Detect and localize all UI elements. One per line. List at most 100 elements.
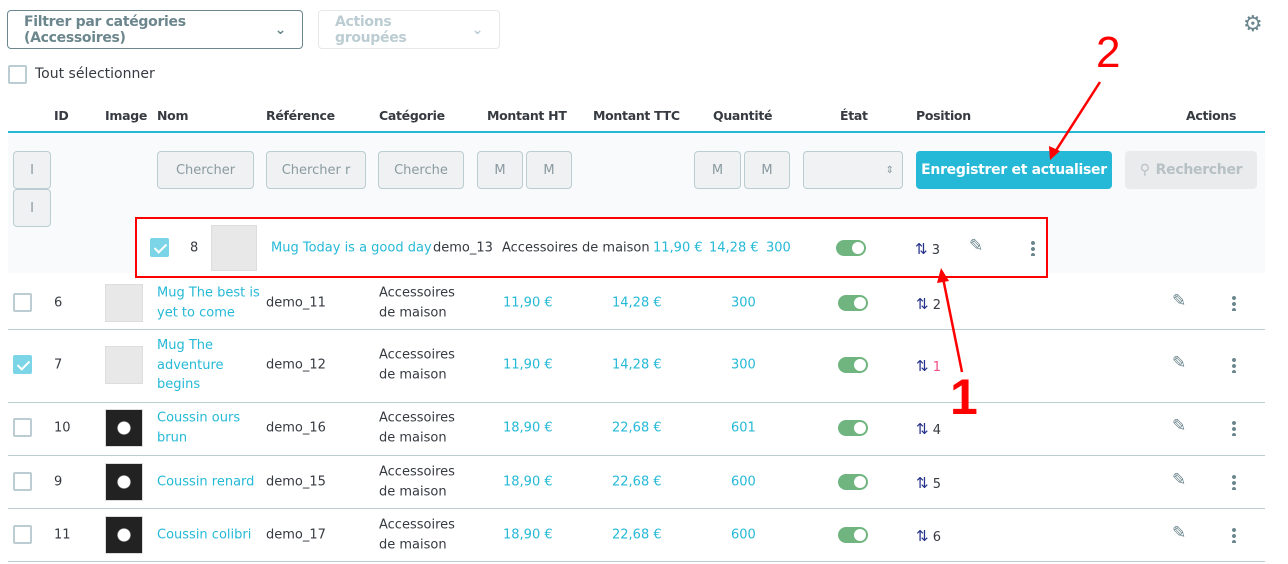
product-id: 10 bbox=[54, 420, 71, 436]
product-category: Accessoires de maison bbox=[379, 410, 455, 446]
more-actions-icon[interactable] bbox=[1232, 295, 1236, 311]
edit-icon[interactable]: ✎ bbox=[1172, 523, 1187, 543]
price-ttc: 22,68 € bbox=[612, 527, 662, 543]
edit-icon[interactable]: ✎ bbox=[1172, 470, 1187, 490]
quantity: 601 bbox=[731, 420, 756, 436]
more-actions-icon[interactable] bbox=[1031, 240, 1035, 256]
reference-filter[interactable]: Chercher r bbox=[266, 151, 366, 189]
product-name-link[interactable]: Coussin colibri bbox=[157, 527, 252, 543]
column-header[interactable]: ID bbox=[54, 108, 69, 123]
row-checkbox[interactable] bbox=[13, 355, 32, 374]
price-min-filter[interactable]: M bbox=[477, 151, 523, 189]
table-row bbox=[8, 277, 1265, 330]
arrow-2-head bbox=[1049, 146, 1060, 160]
row-checkbox[interactable] bbox=[13, 472, 32, 491]
status-toggle[interactable] bbox=[838, 295, 868, 311]
product-thumbnail bbox=[105, 463, 143, 501]
product-id: 11 bbox=[54, 527, 71, 543]
column-header[interactable]: Catégorie bbox=[379, 108, 445, 123]
status-toggle[interactable] bbox=[838, 420, 868, 436]
price-max-filter[interactable]: M bbox=[526, 151, 572, 189]
header-divider bbox=[8, 131, 1265, 133]
product-category: Accessoires de maison bbox=[379, 464, 455, 500]
more-actions-icon[interactable] bbox=[1232, 420, 1236, 436]
column-header[interactable]: Image bbox=[105, 108, 148, 123]
status-toggle[interactable] bbox=[838, 357, 868, 373]
product-name-link[interactable]: Mug The adventure begins bbox=[157, 337, 224, 392]
position-value: 5 bbox=[932, 476, 941, 492]
status-toggle[interactable] bbox=[838, 527, 868, 543]
position-drag-handle[interactable]: ⇅ 6 bbox=[916, 527, 941, 548]
id-max-filter[interactable]: I bbox=[13, 189, 51, 227]
qty-min-filter[interactable]: M bbox=[694, 151, 741, 189]
quantity: 600 bbox=[731, 527, 756, 543]
status-toggle[interactable] bbox=[838, 474, 868, 490]
search-button[interactable]: ⚲ Rechercher bbox=[1125, 151, 1257, 189]
table-row bbox=[8, 330, 1265, 403]
bulk-actions-label: Actions groupées bbox=[335, 13, 407, 46]
category-filter[interactable]: Cherche bbox=[378, 151, 464, 189]
column-header[interactable]: Nom bbox=[157, 108, 189, 123]
product-name-link[interactable]: Coussin renard bbox=[157, 474, 255, 490]
status-filter-select[interactable]: ⇕ bbox=[803, 151, 903, 189]
product-name-link[interactable]: Mug The best is yet to come bbox=[157, 285, 260, 321]
position-value: 6 bbox=[932, 529, 941, 545]
drag-arrows-icon: ⇅ bbox=[916, 419, 929, 438]
position-drag-handle[interactable]: ⇅ 2 bbox=[916, 295, 941, 316]
product-reference: demo_17 bbox=[266, 527, 326, 543]
edit-icon[interactable]: ✎ bbox=[1172, 291, 1187, 311]
row-checkbox[interactable] bbox=[13, 418, 32, 437]
product-thumbnail bbox=[105, 284, 143, 322]
position-value: 4 bbox=[932, 422, 941, 438]
edit-icon[interactable]: ✎ bbox=[969, 236, 984, 256]
position-drag-handle[interactable]: ⇅ 4 bbox=[916, 420, 941, 441]
row-checkbox[interactable] bbox=[13, 525, 32, 544]
price-ht: 18,90 € bbox=[503, 474, 553, 490]
position-drag-handle[interactable]: ⇅ 3 bbox=[915, 240, 940, 261]
column-header[interactable]: Montant TTC bbox=[593, 108, 680, 123]
gear-icon[interactable]: ⚙ bbox=[1243, 12, 1263, 37]
column-header[interactable]: Quantité bbox=[713, 108, 773, 123]
sort-arrows-icon: ⇕ bbox=[885, 164, 894, 176]
bulk-actions-dropdown[interactable]: Actions groupées ⌄ bbox=[318, 10, 500, 49]
drag-arrows-icon: ⇅ bbox=[916, 473, 929, 492]
column-header[interactable]: Référence bbox=[266, 108, 335, 123]
row-checkbox[interactable] bbox=[13, 293, 32, 312]
price-ht: 11,90 € bbox=[503, 357, 553, 373]
dragged-row[interactable] bbox=[137, 219, 1046, 276]
product-category: Accessoires de maison bbox=[379, 285, 455, 321]
select-all-checkbox[interactable] bbox=[8, 65, 27, 84]
id-min-filter[interactable]: I bbox=[13, 151, 51, 189]
quantity: 600 bbox=[731, 474, 756, 490]
price-ttc: 14,28 € bbox=[612, 295, 662, 311]
position-drag-handle[interactable]: ⇅ 5 bbox=[916, 474, 941, 495]
name-filter[interactable]: Chercher bbox=[157, 151, 254, 189]
product-reference: demo_13 bbox=[433, 240, 493, 256]
column-header[interactable]: État bbox=[840, 108, 868, 123]
price-ttc: 22,68 € bbox=[612, 420, 662, 436]
edit-icon[interactable]: ✎ bbox=[1172, 353, 1187, 373]
annotation-label-1: 1 bbox=[950, 369, 978, 425]
product-id: 8 bbox=[190, 240, 199, 256]
qty-max-filter[interactable]: M bbox=[744, 151, 790, 189]
save-and-refresh-button[interactable]: Enregistrer et actualiser bbox=[916, 151, 1112, 189]
status-toggle[interactable] bbox=[836, 240, 866, 256]
drag-arrows-icon: ⇅ bbox=[915, 239, 928, 258]
column-header[interactable]: Position bbox=[916, 108, 971, 123]
edit-icon[interactable]: ✎ bbox=[1172, 416, 1187, 436]
row-checkbox[interactable] bbox=[150, 238, 169, 257]
quantity: 300 bbox=[766, 240, 791, 256]
product-name-link[interactable]: Mug Today is a good day bbox=[271, 240, 432, 256]
position-drag-handle[interactable]: ⇅ 1 bbox=[916, 357, 941, 378]
column-header[interactable]: Montant HT bbox=[487, 108, 567, 123]
search-label: Rechercher bbox=[1155, 162, 1243, 178]
more-actions-icon[interactable] bbox=[1232, 357, 1236, 373]
more-actions-icon[interactable] bbox=[1232, 474, 1236, 490]
dragged-row-highlight bbox=[135, 217, 1048, 278]
product-name-link[interactable]: Coussin ours brun bbox=[157, 410, 241, 446]
column-header[interactable]: Actions bbox=[1186, 108, 1237, 123]
price-ttc: 14,28 € bbox=[612, 357, 662, 373]
more-actions-icon[interactable] bbox=[1232, 527, 1236, 543]
drag-arrows-icon: ⇅ bbox=[916, 294, 929, 313]
category-filter-dropdown[interactable]: Filtrer par catégories (Accessoires) ⌄ bbox=[7, 10, 303, 49]
